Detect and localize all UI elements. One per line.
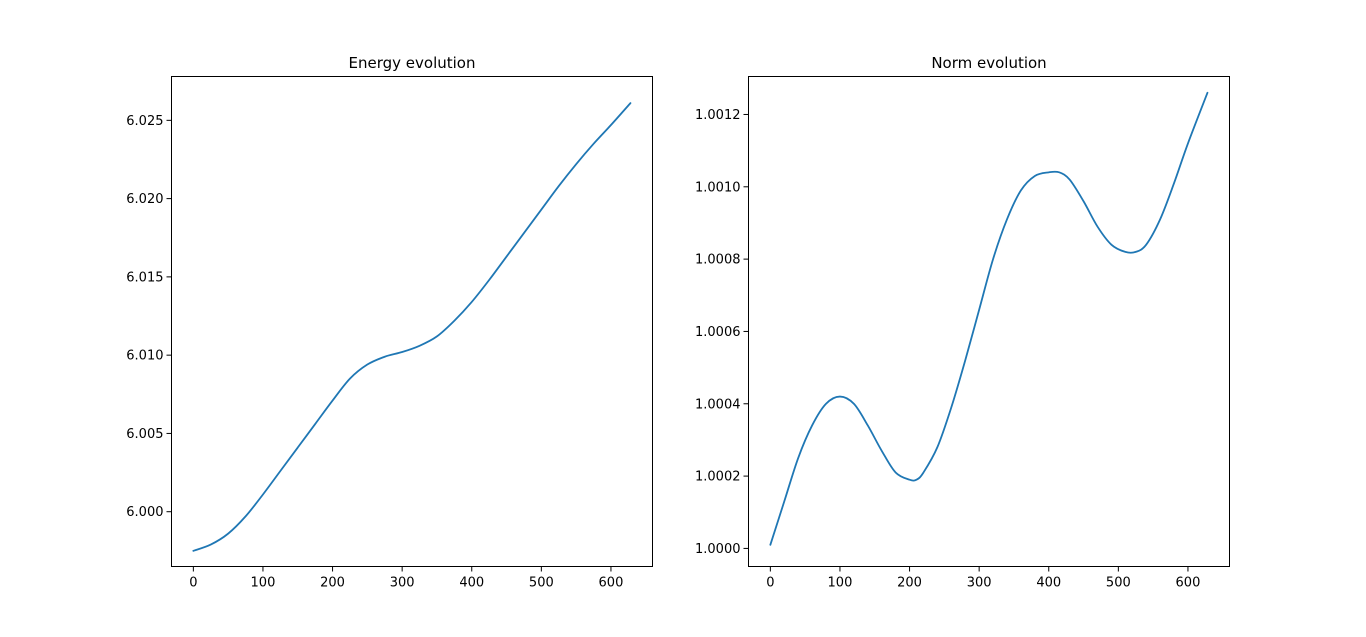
x-ticks: 0 100 200 300 400 500 600 xyxy=(766,566,1201,591)
x-tick-label: 300 xyxy=(967,576,992,591)
series-line-0 xyxy=(192,102,632,552)
y-tick-label: 1.0010 xyxy=(695,180,741,195)
series-line-0 xyxy=(769,91,1209,546)
y-tick-label: 6.025 xyxy=(126,114,163,129)
y-tick-label: 1.0002 xyxy=(695,470,741,485)
plot-frame xyxy=(748,76,1230,567)
y-tick-label: 1.0004 xyxy=(695,397,741,412)
x-ticks: 0 100 200 300 400 500 600 xyxy=(189,566,624,591)
x-tick-label: 400 xyxy=(459,576,484,591)
x-tick-label: 500 xyxy=(1106,576,1131,591)
x-tick-label: 600 xyxy=(1176,576,1201,591)
y-tick-label: 1.0006 xyxy=(695,325,741,340)
y-tick-label: 1.0000 xyxy=(695,542,741,557)
y-tick-label: 6.015 xyxy=(126,270,163,285)
x-tick-label: 300 xyxy=(390,576,415,591)
energy-evolution-chart: Energy evolution 0 100 200 300 400 500 600 6.0… xyxy=(126,54,653,591)
chart-title: Norm evolution xyxy=(931,54,1046,72)
x-tick-label: 100 xyxy=(251,576,276,591)
y-tick-label: 6.010 xyxy=(126,349,163,364)
x-tick-label: 500 xyxy=(529,576,554,591)
x-tick-label: 0 xyxy=(766,576,774,591)
x-tick-label: 200 xyxy=(897,576,922,591)
y-ticks: 6.000 6.005 6.010 6.015 6.020 6.025 xyxy=(126,114,172,520)
y-tick-label: 1.0008 xyxy=(695,253,741,268)
y-tick-label: 6.000 xyxy=(126,505,163,520)
x-tick-label: 400 xyxy=(1036,576,1061,591)
x-tick-label: 0 xyxy=(189,576,197,591)
plot-frame xyxy=(171,76,653,567)
x-tick-label: 100 xyxy=(828,576,853,591)
norm-evolution-chart: Norm evolution 0 100 200 300 400 500 600 1.000… xyxy=(695,54,1230,591)
x-tick-label: 600 xyxy=(599,576,624,591)
series-lines xyxy=(192,102,632,552)
x-tick-label: 200 xyxy=(320,576,345,591)
series-lines xyxy=(769,91,1209,546)
y-tick-label: 6.005 xyxy=(126,427,163,442)
y-tick-label: 1.0012 xyxy=(695,108,741,123)
chart-title: Energy evolution xyxy=(349,54,476,72)
y-ticks: 1.0000 1.0002 1.0004 1.0006 1.0008 1.0010 1.00… xyxy=(695,108,749,557)
y-tick-label: 6.020 xyxy=(126,192,163,207)
